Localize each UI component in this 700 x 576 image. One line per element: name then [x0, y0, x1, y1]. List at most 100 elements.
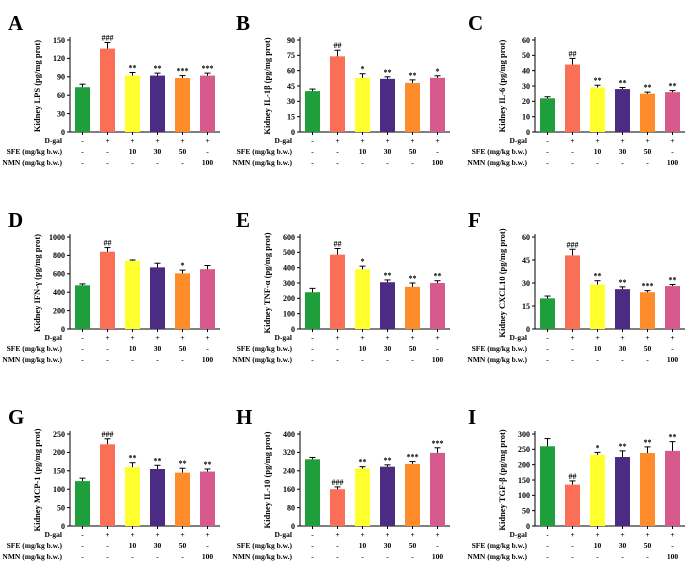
treatment-row-label: NMN (mg/kg b.w.) — [2, 158, 62, 167]
y-tick-label: 60 — [57, 91, 65, 100]
significance-label: ### — [332, 478, 344, 487]
bar — [330, 56, 345, 132]
treatment-row-value: 10 — [359, 541, 367, 550]
treatment-row-value: 10 — [594, 147, 602, 156]
treatment-row-value: - — [546, 147, 549, 156]
significance-label: ## — [569, 49, 577, 58]
treatment-row-value: + — [570, 530, 574, 539]
significance-label: ** — [669, 276, 677, 285]
bar — [380, 282, 395, 329]
bar — [540, 98, 555, 132]
y-tick-label: 0 — [291, 522, 295, 531]
treatment-row-value: - — [436, 344, 439, 353]
bar — [665, 286, 680, 329]
treatment-row-value: 50 — [644, 147, 652, 156]
treatment-row-label: SFE (mg/kg b.w.) — [237, 541, 293, 550]
y-tick-label: 200 — [283, 294, 295, 303]
treatment-row-value: + — [155, 530, 159, 539]
treatment-row-value: 100 — [202, 552, 214, 561]
treatment-row-value: + — [335, 530, 339, 539]
y-tick-label: 400 — [283, 263, 295, 272]
y-tick-label: 30 — [57, 109, 65, 118]
significance-label: ** — [129, 64, 137, 73]
significance-label: ** — [204, 460, 212, 469]
treatment-row-value: + — [570, 136, 574, 145]
treatment-row-value: 100 — [667, 552, 679, 561]
treatment-row-value: - — [81, 530, 84, 539]
treatment-row-value: 100 — [432, 552, 444, 561]
y-axis-label: Kidney TNF-α (pg/mg prot) — [262, 232, 272, 333]
significance-label: ** — [359, 458, 367, 467]
treatment-row-value: + — [435, 530, 439, 539]
treatment-row-value: - — [336, 355, 339, 364]
treatment-row-value: - — [621, 355, 624, 364]
treatment-row-label: SFE (mg/kg b.w.) — [7, 344, 63, 353]
treatment-row-value: - — [386, 552, 389, 561]
treatment-row-value: 50 — [409, 344, 417, 353]
treatment-row-value: 30 — [384, 147, 392, 156]
treatment-row-label: SFE (mg/kg b.w.) — [472, 541, 528, 550]
treatment-row-value: 100 — [202, 158, 214, 167]
panel-a: A 0 30 60 90 120 150 Kidney LPS (pg/mg prot) ###… — [2, 11, 220, 167]
treatment-row-label: D-gal — [275, 530, 293, 539]
y-tick-label: 60 — [522, 36, 530, 45]
bar — [200, 471, 215, 526]
significance-label: ### — [102, 430, 114, 439]
significance-label: ** — [409, 274, 417, 283]
y-tick-label: 100 — [53, 485, 65, 494]
bar — [665, 450, 680, 526]
treatment-row-label: SFE (mg/kg b.w.) — [237, 344, 293, 353]
panel-d: D 0 200 400 600 800 1000 Kidney IFN-γ (pg/mg pr… — [2, 208, 220, 364]
treatment-row-value: + — [595, 333, 599, 342]
y-axis-label: Kidney IL-1β (pg/mg prot) — [262, 37, 272, 134]
treatment-row-value: + — [645, 530, 649, 539]
bar — [405, 463, 420, 526]
panel-letter: G — [8, 405, 24, 429]
y-tick-label: 60 — [522, 233, 530, 242]
treatment-row-label: D-gal — [45, 333, 63, 342]
y-axis-label: Kidney CXCL10 (pg/mg prot) — [497, 228, 507, 337]
treatment-row-value: + — [645, 136, 649, 145]
treatment-row-value: - — [156, 552, 159, 561]
treatment-row-value: - — [436, 541, 439, 550]
y-axis-label: Kidney IFN-γ (pg/mg prot) — [32, 234, 42, 332]
treatment-row-value: 100 — [432, 355, 444, 364]
bar — [640, 93, 655, 132]
treatment-row-value: - — [336, 541, 339, 550]
bar — [125, 75, 140, 132]
y-tick-label: 120 — [53, 54, 65, 63]
treatment-row-value: - — [131, 158, 134, 167]
treatment-row-value: 30 — [154, 147, 162, 156]
treatment-row-value: - — [546, 552, 549, 561]
treatment-row-value: - — [311, 136, 314, 145]
y-tick-label: 160 — [283, 485, 295, 494]
treatment-row-value: + — [360, 333, 364, 342]
treatment-row-value: + — [620, 333, 624, 342]
y-tick-label: 150 — [53, 36, 65, 45]
treatment-row-label: D-gal — [275, 333, 293, 342]
y-tick-label: 75 — [287, 51, 295, 60]
panel-letter: H — [236, 405, 252, 429]
treatment-row-value: - — [596, 158, 599, 167]
y-tick-label: 0 — [61, 128, 65, 137]
treatment-row-label: D-gal — [45, 136, 63, 145]
y-tick-label: 800 — [53, 251, 65, 260]
bar — [540, 446, 555, 526]
treatment-row-value: - — [311, 147, 314, 156]
significance-label: ** — [594, 272, 602, 281]
bar — [125, 467, 140, 526]
treatment-row-value: 10 — [129, 541, 137, 550]
y-tick-label: 200 — [53, 448, 65, 457]
significance-label: * — [361, 65, 365, 74]
treatment-row-value: - — [571, 344, 574, 353]
bar — [565, 64, 580, 132]
bar — [200, 269, 215, 329]
y-tick-label: 30 — [522, 82, 530, 91]
bar — [175, 472, 190, 526]
y-tick-label: 40 — [522, 66, 530, 75]
treatment-row-value: - — [106, 344, 109, 353]
treatment-row-value: - — [571, 552, 574, 561]
bar — [150, 75, 165, 132]
y-tick-label: 50 — [522, 51, 530, 60]
treatment-row-value: 10 — [359, 344, 367, 353]
